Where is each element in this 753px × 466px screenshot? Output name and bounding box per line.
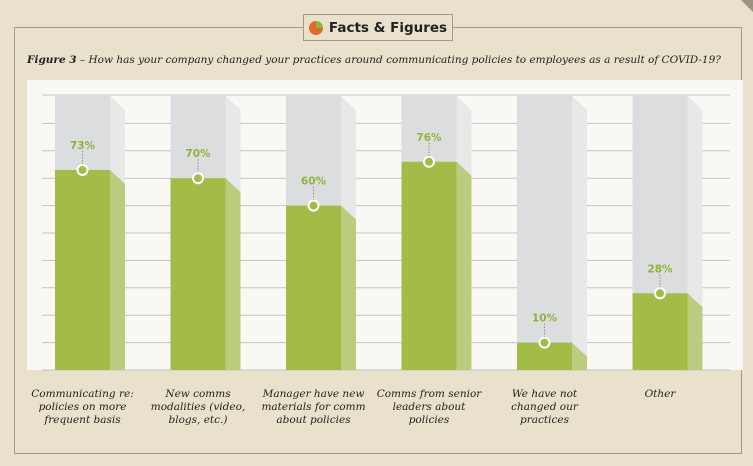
category-label: New comms modalities (video, blogs, etc.…: [150, 388, 246, 426]
data-point: [192, 172, 204, 185]
plot-area: [27, 80, 743, 370]
data-point: [307, 199, 320, 212]
category-label: Other: [644, 388, 676, 400]
data-label: 10%: [532, 313, 558, 325]
data-label: 76%: [416, 132, 442, 144]
bar-track-side: [572, 96, 587, 370]
pie-chart-icon: [308, 20, 323, 35]
facts-figures-badge: Facts & Figures: [303, 14, 453, 41]
bar: [286, 205, 341, 370]
bar: [632, 293, 688, 370]
data-label: 70%: [185, 148, 211, 160]
category-label: Communicating re: policies on more frequ…: [31, 388, 134, 426]
data-label: 73%: [70, 140, 96, 152]
bar-side: [687, 293, 703, 370]
category-label: Comms from senior leaders about policies: [376, 388, 482, 426]
data-point: [538, 336, 551, 349]
bar-side: [110, 169, 125, 370]
page-corner-fold: [741, 0, 753, 12]
data-point: [654, 287, 666, 300]
bar: [170, 178, 226, 370]
bar-side: [572, 342, 587, 370]
badge-title: Facts & Figures: [328, 19, 448, 36]
bar: [401, 161, 457, 370]
category-label: Manager have new materials for comm abou…: [261, 388, 366, 426]
figure-question: – How has your company changed your prac…: [76, 54, 721, 66]
bar-side: [456, 161, 472, 370]
bar: [55, 169, 110, 370]
bar-track: [517, 96, 572, 370]
bar-side: [341, 205, 356, 370]
figure-caption: Figure 3 – How has your company changed …: [27, 54, 721, 66]
data-label: 60%: [301, 176, 327, 188]
category-label: We have not changed our practices: [511, 388, 578, 426]
data-label: 28%: [647, 263, 673, 275]
data-point: [76, 163, 89, 176]
figure-number: Figure 3: [27, 54, 77, 66]
bar-side: [225, 178, 241, 370]
data-point: [423, 155, 435, 168]
